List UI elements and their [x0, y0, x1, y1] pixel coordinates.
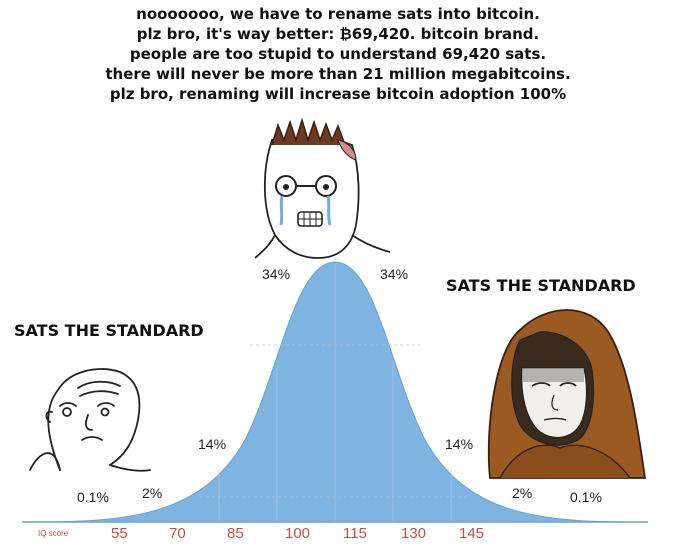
pct-right-center: 34% [380, 266, 408, 282]
pct-inner-68: 68% [326, 341, 342, 350]
right-hooded-monk-illustration [487, 309, 647, 479]
iq-score-label: IQ score [38, 529, 69, 538]
pct-left-tail: 2% [142, 485, 162, 501]
caption-line-1: nooooooo, we have to rename sats into bi… [136, 5, 540, 23]
caption-line-3: people are too stupid to understand 69,4… [129, 45, 547, 63]
iq-tick-55: 55 [111, 525, 128, 542]
iq-tick-145: 145 [459, 525, 484, 542]
right-label: SATS THE STANDARD [446, 276, 636, 295]
iq-tick-100: 100 [285, 525, 310, 542]
iq-tick-labels: 55 70 85 100 115 130 145 [111, 525, 484, 542]
sd-vertical-lines [218, 264, 452, 522]
iq-tick-115: 115 [343, 525, 367, 542]
pct-left-mid: 14% [198, 436, 226, 452]
left-wojak-illustration [29, 368, 151, 472]
left-label: SATS THE STANDARD [14, 321, 204, 340]
meme-caption: nooooooo, we have to rename sats into bi… [0, 4, 676, 104]
caption-line-4: there will never be more than 21 million… [105, 65, 571, 83]
caption-line-5: plz bro, renaming will increase bitcoin … [109, 85, 567, 103]
iq-tick-85: 85 [227, 525, 244, 542]
caption-line-2: plz bro, it's way better: ₿69,420. bitco… [136, 25, 540, 43]
pct-left-center: 34% [262, 266, 290, 282]
pct-right-mid: 14% [445, 436, 473, 452]
pct-far-right: 0.1% [570, 489, 602, 505]
center-crying-nerd-illustration [254, 117, 391, 259]
pct-inner-95: 95% [326, 493, 342, 502]
iq-tick-130: 130 [401, 525, 426, 542]
pct-far-left: 0.1% [77, 489, 109, 505]
iq-tick-70: 70 [169, 525, 186, 542]
pct-right-tail: 2% [512, 485, 532, 501]
